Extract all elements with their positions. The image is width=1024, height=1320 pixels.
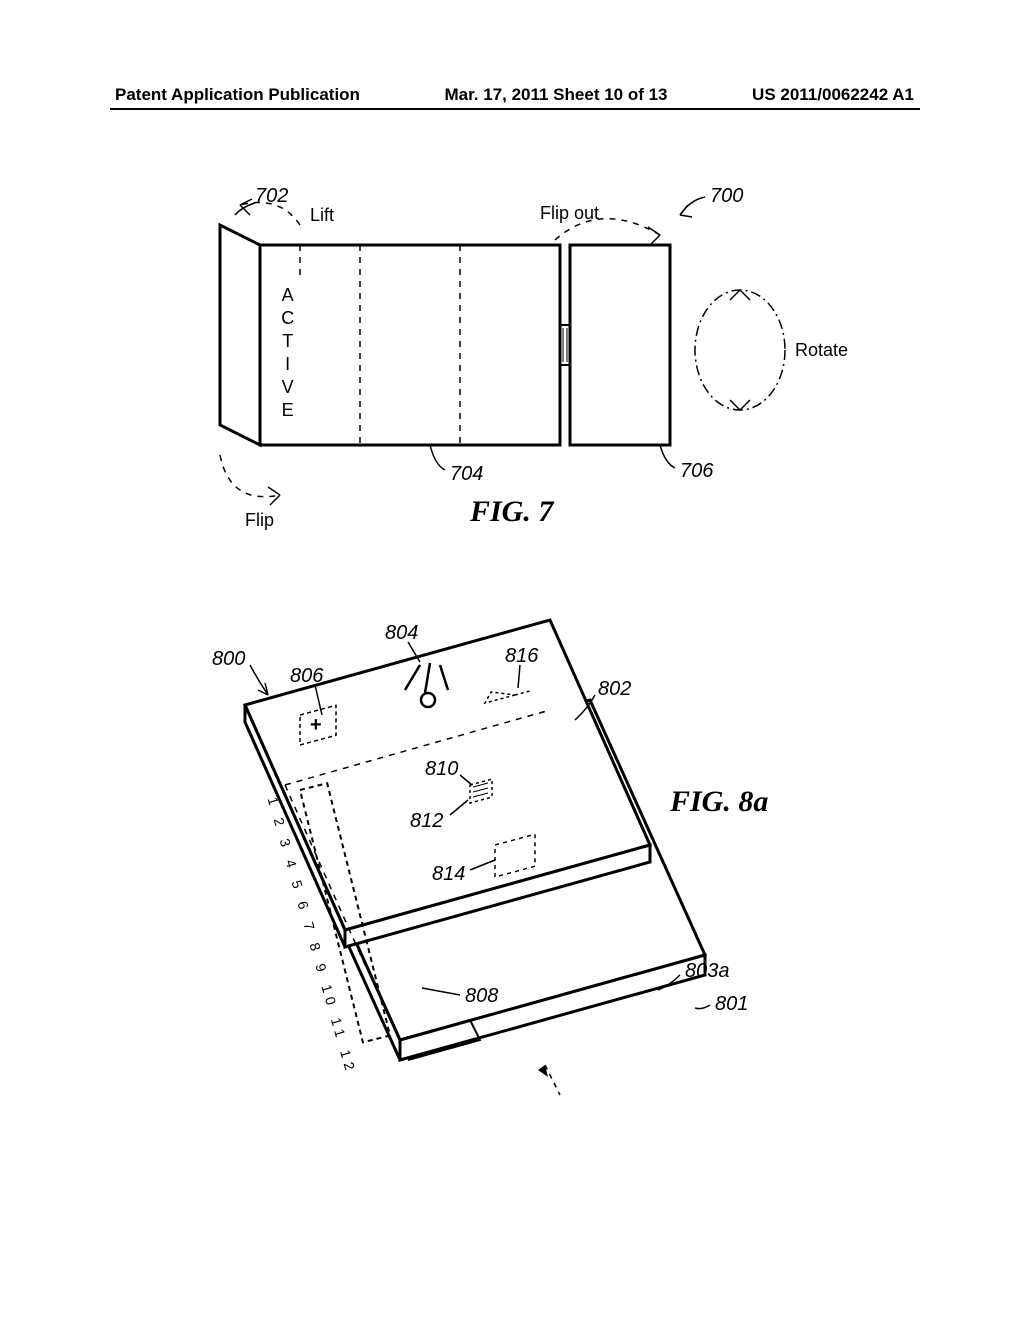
flip-label: Flip [245,510,274,531]
active-text: ACTIVE [277,285,298,423]
ref-808: 808 [465,985,498,1008]
rotate-label: Rotate [795,340,848,361]
ref-700: 700 [710,185,743,208]
ref-800: 800 [212,648,245,671]
fig7-caption: FIG. 7 [470,495,553,529]
ref-706: 706 [680,460,713,483]
fig8-caption: FIG. 8a [670,785,768,819]
figure-8a: + 1 2 3 4 5 6 7 8 9 10 11 12 800 806 804… [150,610,870,1140]
ref-806: 806 [290,665,323,688]
ref-816: 816 [505,645,538,668]
header-rule [110,108,920,110]
figure-7: ACTIVE Lift Flip out Rotate Flip 702 700… [160,185,860,565]
header-left: Patent Application Publication [115,85,360,105]
ref-801: 801 [715,993,748,1016]
header-right: US 2011/0062242 A1 [752,85,914,105]
plus-label: + [310,714,322,737]
lift-label: Lift [310,205,334,226]
header-center: Mar. 17, 2011 Sheet 10 of 13 [444,85,667,105]
ref-702: 702 [255,185,288,208]
ref-810: 810 [425,758,458,781]
ref-804: 804 [385,622,418,645]
ref-704: 704 [450,463,483,486]
flipout-label: Flip out [540,203,599,224]
ref-812: 812 [410,810,443,833]
ref-802: 802 [598,678,631,701]
ref-814: 814 [432,863,465,886]
ref-803a: 803a [685,960,730,983]
page-header: Patent Application Publication Mar. 17, … [0,85,1024,105]
fig8-svg [150,610,870,1140]
active-label: ACTIVE [277,285,298,423]
